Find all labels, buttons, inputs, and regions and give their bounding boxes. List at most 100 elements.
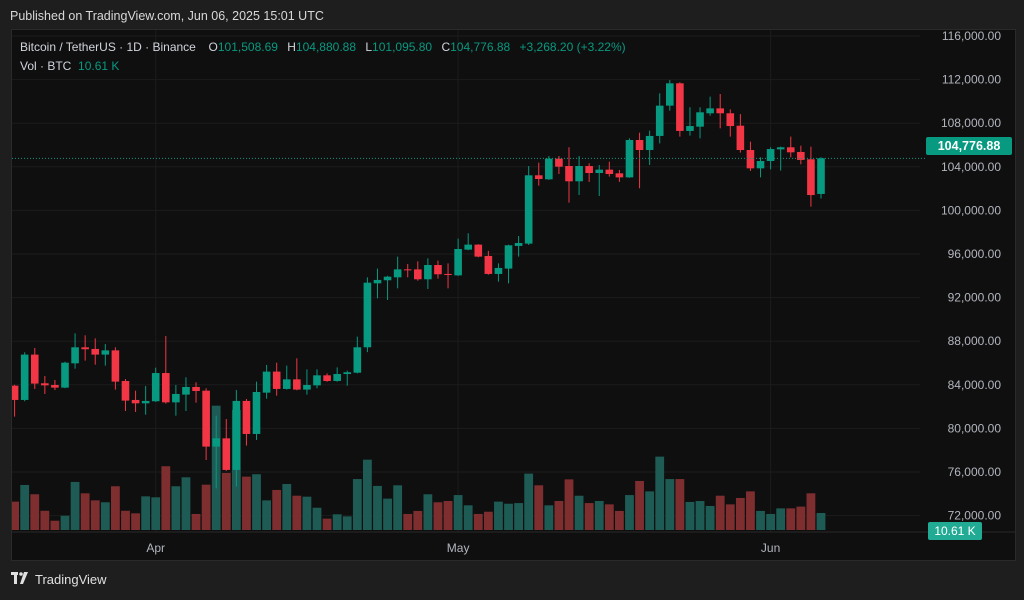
candle[interactable] (192, 382, 200, 403)
candle[interactable] (293, 358, 301, 391)
candle[interactable] (706, 96, 714, 116)
candle[interactable] (736, 114, 745, 153)
volume-bar (705, 505, 715, 530)
volume-bar (121, 510, 130, 530)
candle[interactable] (71, 333, 79, 369)
candle[interactable] (323, 373, 331, 382)
candle[interactable] (212, 415, 220, 489)
candle[interactable] (434, 260, 442, 279)
volume-bar (786, 508, 796, 530)
candle[interactable] (504, 244, 513, 284)
candle[interactable] (807, 146, 815, 207)
candle[interactable] (716, 93, 724, 129)
candle[interactable] (121, 379, 130, 411)
candle[interactable] (484, 250, 493, 275)
volume-bar (796, 506, 806, 530)
candle[interactable] (242, 398, 251, 446)
candle[interactable] (756, 157, 765, 178)
candle[interactable] (686, 107, 694, 136)
price-tick-label: 72,000.00 (948, 509, 1002, 523)
candle[interactable] (575, 156, 583, 196)
candle[interactable] (555, 156, 563, 174)
candle[interactable] (151, 367, 160, 402)
candle[interactable] (182, 377, 190, 411)
candle[interactable] (393, 256, 402, 289)
candle-body (363, 282, 372, 348)
candle[interactable] (282, 365, 291, 390)
candle[interactable] (373, 268, 382, 299)
candle[interactable] (545, 156, 553, 180)
candle[interactable] (534, 162, 543, 186)
candle[interactable] (797, 145, 805, 165)
candle[interactable] (817, 157, 825, 199)
candle[interactable] (464, 233, 472, 251)
candle[interactable] (172, 385, 180, 416)
tradingview-logo[interactable]: TradingView (11, 572, 107, 587)
candle[interactable] (111, 347, 120, 390)
price-tick-label: 116,000.00 (942, 29, 1001, 43)
candle[interactable] (252, 381, 261, 440)
candle[interactable] (20, 352, 29, 402)
candle[interactable] (666, 80, 674, 111)
candle[interactable] (262, 364, 271, 399)
candle-body (434, 265, 442, 275)
candle[interactable] (30, 347, 39, 389)
time-tick-label: May (447, 541, 470, 555)
candle-body (545, 158, 553, 180)
candle[interactable] (696, 107, 704, 139)
candle[interactable] (655, 93, 664, 144)
candle[interactable] (615, 169, 624, 182)
last-price-badge: 104,776.88 (926, 137, 1012, 155)
candle[interactable] (605, 161, 614, 177)
candle[interactable] (343, 370, 352, 386)
candle[interactable] (494, 263, 503, 282)
candle[interactable] (424, 258, 432, 289)
candle-body (282, 379, 291, 389)
candle-body (706, 108, 714, 114)
candle[interactable] (131, 390, 140, 412)
candle[interactable] (272, 362, 281, 396)
candle[interactable] (11, 384, 19, 417)
candle[interactable] (524, 166, 533, 245)
candle[interactable] (101, 344, 110, 366)
candle[interactable] (414, 261, 422, 281)
candle[interactable] (313, 369, 321, 389)
candle[interactable] (222, 419, 231, 471)
candle[interactable] (403, 264, 412, 278)
candle[interactable] (726, 109, 735, 137)
candle[interactable] (595, 164, 604, 197)
candle[interactable] (746, 141, 755, 171)
candle[interactable] (41, 375, 49, 394)
candle[interactable] (91, 338, 100, 365)
candle[interactable] (383, 275, 392, 300)
candle[interactable] (202, 388, 210, 461)
volume-bar (342, 516, 352, 530)
volume-bar (635, 480, 644, 530)
candle[interactable] (141, 385, 150, 415)
candle[interactable] (514, 236, 523, 257)
price-axis[interactable]: 116,000.00 112,000.00 108,000.00 104,000.00… (941, 29, 1001, 523)
candle[interactable] (81, 335, 89, 361)
candle[interactable] (232, 390, 241, 487)
candle[interactable] (786, 136, 795, 158)
candle[interactable] (766, 147, 775, 170)
candle[interactable] (645, 130, 654, 165)
candle[interactable] (162, 335, 170, 404)
candle[interactable] (565, 147, 573, 203)
candle-body (121, 380, 130, 401)
candle[interactable] (474, 244, 483, 258)
candle[interactable] (635, 132, 644, 189)
candle[interactable] (363, 277, 372, 353)
candle[interactable] (585, 163, 593, 182)
candle[interactable] (61, 361, 69, 389)
candle[interactable] (303, 369, 311, 395)
candle[interactable] (353, 336, 362, 374)
time-axis[interactable]: Apr May Jun (146, 541, 780, 555)
candle[interactable] (676, 82, 684, 137)
candle[interactable] (444, 263, 452, 289)
candle[interactable] (333, 367, 341, 382)
candle[interactable] (625, 138, 634, 178)
candle[interactable] (454, 238, 462, 276)
candle[interactable] (51, 380, 59, 391)
